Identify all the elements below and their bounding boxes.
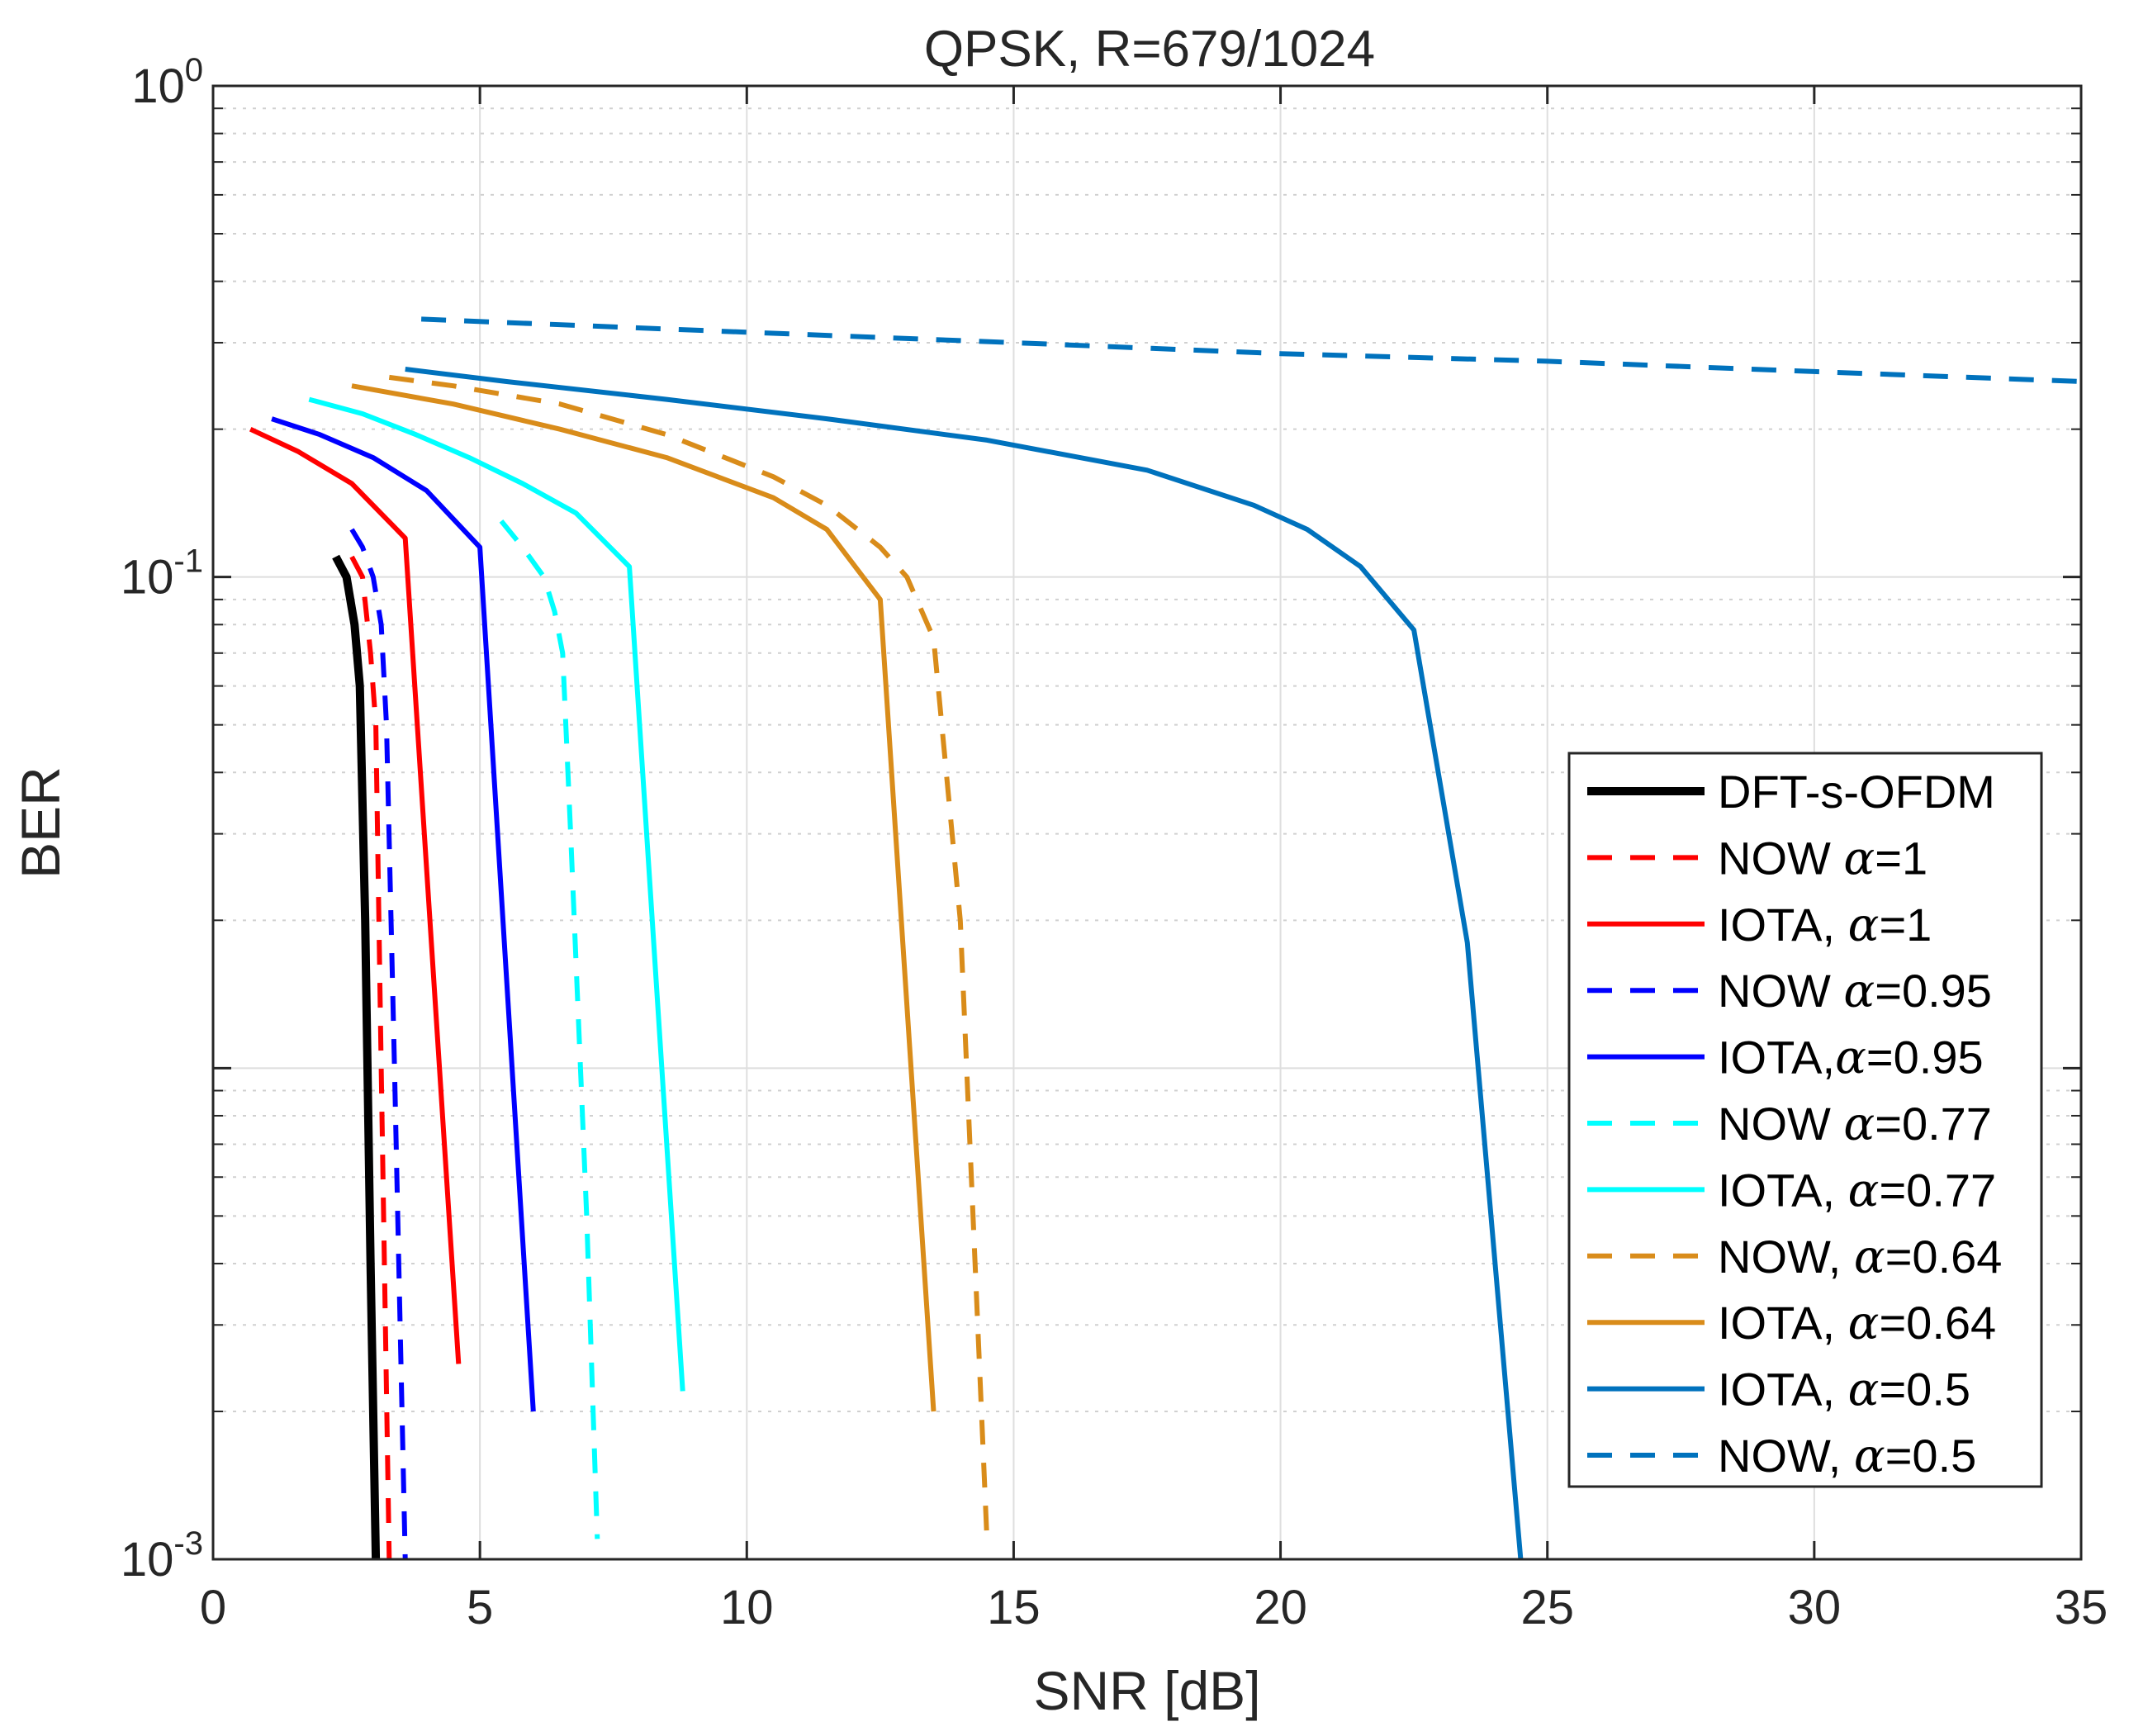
chart-title: QPSK, R=679/1024 <box>924 21 1375 78</box>
series-line-7 <box>388 374 990 1539</box>
x-axis-label: SNR [dB] <box>1033 1660 1260 1721</box>
legend-label: NOW, α=0.5 <box>1718 1430 1976 1483</box>
x-tick-label: 5 <box>467 1581 493 1634</box>
legend-items: DFT-s-OFDM NOW α=1 IOTA, α=1 NOW α=0.95 IOTA… <box>1587 766 2002 1483</box>
legend-label: IOTA,α=0.95 <box>1718 1032 1984 1085</box>
legend-label: IOTA, α=0.5 <box>1718 1364 1970 1417</box>
series-line-10 <box>420 316 2082 384</box>
y-tick-label: 10-3 <box>121 1525 203 1587</box>
x-tick-label: 20 <box>1254 1581 1307 1634</box>
legend-box <box>1567 752 2043 1488</box>
tick-marks <box>211 84 2083 1561</box>
series-line-9 <box>405 367 1524 1560</box>
series-line-1 <box>349 555 392 1560</box>
legend: DFT-s-OFDM NOW α=1 IOTA, α=1 NOW α=0.95 IOTA… <box>1567 752 2043 1488</box>
legend-label: NOW α=0.77 <box>1718 1098 1992 1151</box>
series-lines <box>249 316 2082 1560</box>
series-line-6 <box>308 396 685 1392</box>
legend-label: NOW α=1 <box>1718 832 1927 885</box>
legend-label: IOTA, α=1 <box>1718 899 1932 952</box>
series-line-8 <box>351 383 936 1412</box>
x-tick-labels: 0 5 10 15 20 25 30 35 <box>200 1581 2108 1634</box>
axes-box <box>211 84 2083 1561</box>
x-tick-label: 35 <box>2055 1581 2108 1634</box>
x-tick-label: 0 <box>200 1581 226 1634</box>
legend-label: IOTA, α=0.77 <box>1718 1164 1996 1217</box>
y-tick-label: 100 <box>131 52 203 113</box>
legend-label: IOTA, α=0.64 <box>1718 1297 1996 1350</box>
y-tick-labels: 100 10-1 10-3 <box>121 52 203 1587</box>
series-line-3 <box>349 528 408 1560</box>
x-tick-label: 15 <box>987 1581 1041 1634</box>
x-tick-label: 30 <box>1788 1581 1842 1634</box>
legend-label: DFT-s-OFDM <box>1718 766 1995 818</box>
legend-label: NOW α=0.95 <box>1718 965 1992 1018</box>
x-tick-label: 25 <box>1520 1581 1574 1634</box>
x-tick-label: 10 <box>720 1581 774 1634</box>
y-tick-label: 10-1 <box>121 543 203 605</box>
y-axis-label: BER <box>10 766 71 879</box>
series-line-5 <box>499 519 600 1539</box>
legend-label: NOW, α=0.64 <box>1718 1231 2002 1284</box>
series-line-4 <box>271 416 536 1412</box>
series-line-2 <box>249 426 462 1364</box>
series-line-0 <box>332 554 381 1560</box>
